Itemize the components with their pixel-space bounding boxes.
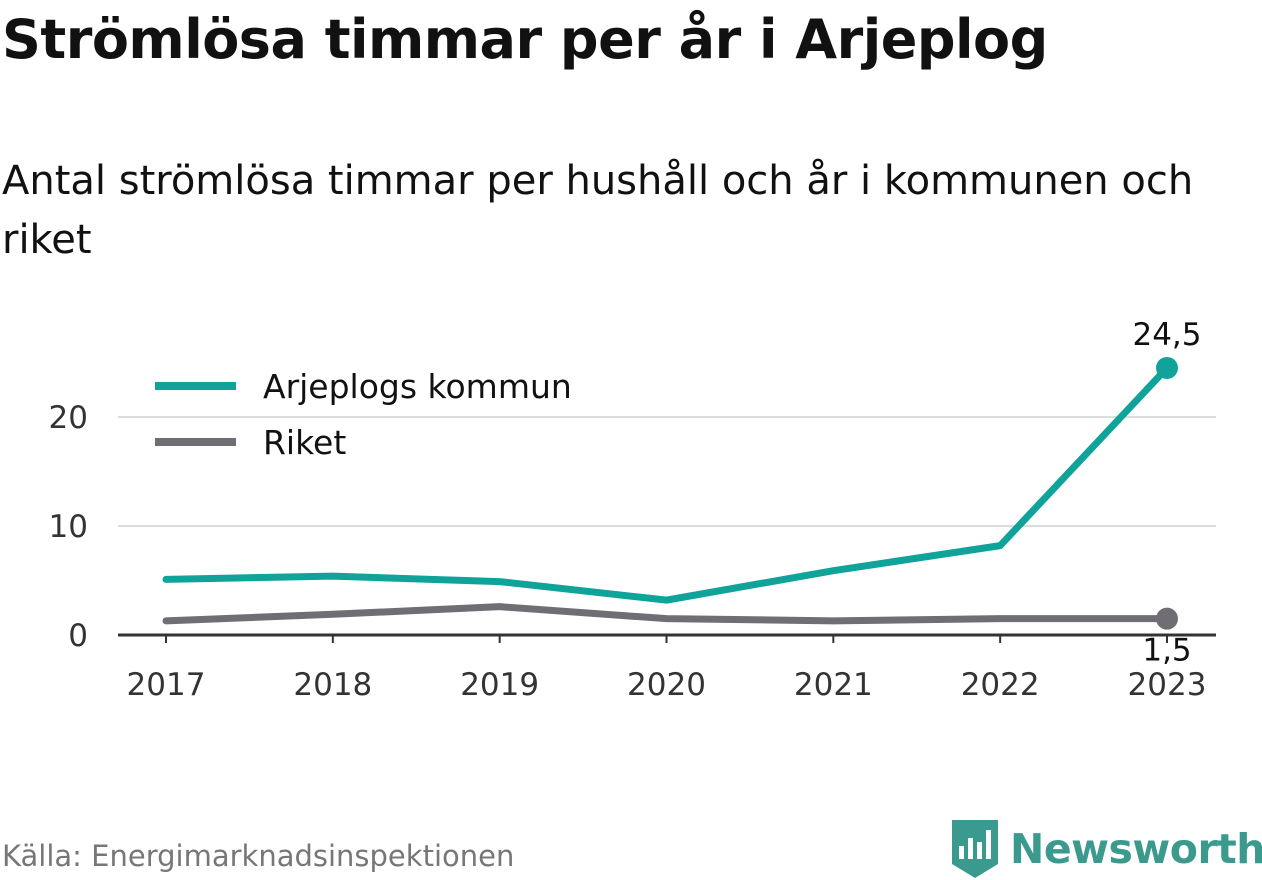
series-line-1 bbox=[162, 603, 1171, 625]
x-tick-label-2023: 2023 bbox=[1128, 667, 1207, 703]
series-0-point-2021 bbox=[833, 570, 834, 571]
brand-logo: Newsworthy bbox=[950, 818, 1262, 880]
series-0-point-2018 bbox=[332, 576, 333, 577]
brand-name: Newsworthy bbox=[1010, 825, 1262, 873]
legend-label-0: Arjeplogs kommun bbox=[263, 367, 572, 406]
chart-subtitle: Antal strömlösa timmar per hushåll och å… bbox=[2, 158, 1194, 263]
chart-title: Strömlösa timmar per år i Arjeplog bbox=[2, 8, 1048, 71]
series-1-point-2021 bbox=[833, 620, 834, 621]
end-label-1: 1,5 bbox=[1142, 633, 1191, 669]
y-tick-label-0: 0 bbox=[68, 618, 88, 654]
x-tick-label-2017: 2017 bbox=[127, 667, 206, 703]
series-1-point-2018 bbox=[332, 614, 333, 615]
series-1-point-2022 bbox=[1000, 618, 1001, 619]
series-0-point-2019 bbox=[499, 581, 500, 582]
x-tick-label-2018: 2018 bbox=[293, 667, 372, 703]
series-1-point-2017 bbox=[166, 620, 167, 621]
newsworthy-logo-icon bbox=[952, 820, 998, 878]
y-tick-label-20: 20 bbox=[49, 400, 88, 436]
series-0-point-2023 bbox=[1156, 356, 1178, 379]
x-tick-label-2022: 2022 bbox=[961, 667, 1040, 703]
x-tick-label-2021: 2021 bbox=[794, 667, 873, 703]
series-1-point-2023 bbox=[1156, 607, 1178, 630]
source-note: Källa: Energimarknadsinspektionen bbox=[2, 839, 515, 873]
x-tick-label-2020: 2020 bbox=[627, 667, 706, 703]
series-1-point-2020 bbox=[666, 618, 667, 619]
end-label-0: 24,5 bbox=[1132, 317, 1201, 353]
y-tick-label-10: 10 bbox=[49, 509, 88, 545]
series-0-point-2020 bbox=[666, 600, 667, 601]
x-tick-label-2019: 2019 bbox=[460, 667, 539, 703]
legend-label-1: Riket bbox=[263, 423, 346, 462]
series-1-point-2019 bbox=[499, 606, 500, 607]
series-line-0 bbox=[162, 364, 1171, 604]
series-0-point-2017 bbox=[166, 579, 167, 580]
series-0-point-2022 bbox=[1000, 545, 1001, 546]
